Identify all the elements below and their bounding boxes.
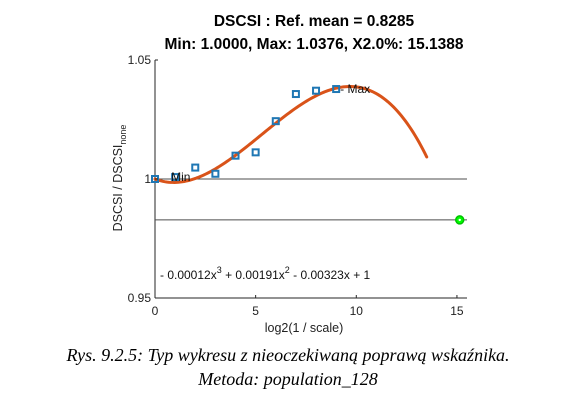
chart-subtitle: Min: 1.0000, Max: 1.0376, X2.0%: 15.1388 [165,36,464,53]
threshold-marker-center [458,218,461,222]
data-point [191,163,200,172]
eq-exp-1: 3 [217,265,222,275]
y-axis-label-subscript: none [118,125,128,145]
fit-curve [153,85,429,184]
chart-title: DSCSI : Ref. mean = 0.8285 [214,13,415,30]
data-point [312,86,321,95]
plot-area: Min - Max [151,60,467,299]
y-axis-label-main: DSCSI / DSCSI [111,145,125,232]
min-annotation: Min [171,170,190,184]
data-point [211,169,220,178]
eq-part-1: - 0.00012x [160,268,217,282]
figure-caption-line-2: Metoda: population_128 [198,369,378,389]
max-annotation: - Max [340,82,370,96]
fit-equation: - 0.00012x3 + 0.00191x2 - 0.00323x + 1 [160,265,371,282]
data-point [271,117,280,126]
x-axis-label: log2(1 / scale) [265,321,344,335]
y-axis-label: DSCSI / DSCSInone [111,125,128,232]
x-tick-label: 5 [252,304,259,318]
data-point [332,85,341,94]
y-tick-label: 0.95 [128,291,152,305]
data-point [231,151,240,160]
data-point [291,90,300,99]
eq-exp-2: 2 [285,265,290,275]
eq-part-2: + 0.00191x [222,268,285,282]
y-axis-ticks: 0.95 1 1.05 [128,53,158,305]
x-tick-label: 15 [450,304,464,318]
y-tick-label: 1 [144,172,151,186]
x-tick-label: 10 [350,304,364,318]
eq-part-3: - 0.00323x + 1 [290,268,371,282]
figure-caption-line-1: Rys. 9.2.5: Typ wykresu z nieoczekiwaną … [66,345,510,365]
x-tick-label: 0 [152,304,159,318]
x-axis-ticks: 0 5 10 15 [152,295,464,318]
data-point [171,173,180,182]
y-tick-label: 1.05 [128,53,152,67]
data-point [251,148,260,157]
